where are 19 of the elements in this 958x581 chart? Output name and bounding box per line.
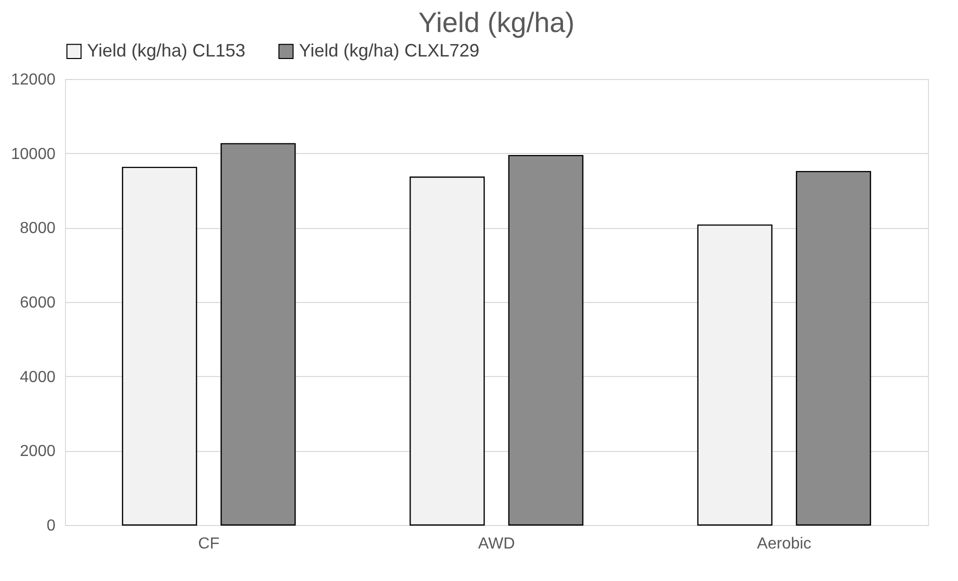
y-tick-label: 6000 (20, 294, 56, 312)
bar (122, 166, 198, 526)
y-tick-label: 0 (46, 518, 56, 534)
y-tick-label: 2000 (20, 443, 56, 460)
x-tick-label: AWD (478, 536, 515, 552)
y-tick-label: 12000 (11, 72, 56, 88)
x-tick-label: CF (198, 536, 220, 552)
bar (508, 154, 584, 526)
y-tick-label: 4000 (20, 368, 56, 386)
chart-title: Yield (kg/ha) (418, 7, 575, 38)
bar (796, 170, 872, 526)
legend-label: Yield (kg/ha) CLXL729 (299, 40, 480, 60)
legend-label: Yield (kg/ha) CL153 (87, 40, 246, 60)
bar (410, 176, 485, 526)
bar (697, 224, 772, 526)
y-tick-label: 10000 (11, 146, 56, 163)
x-tick-label: Aerobic (757, 536, 812, 552)
bar (220, 143, 296, 526)
y-tick-label: 8000 (20, 220, 56, 238)
